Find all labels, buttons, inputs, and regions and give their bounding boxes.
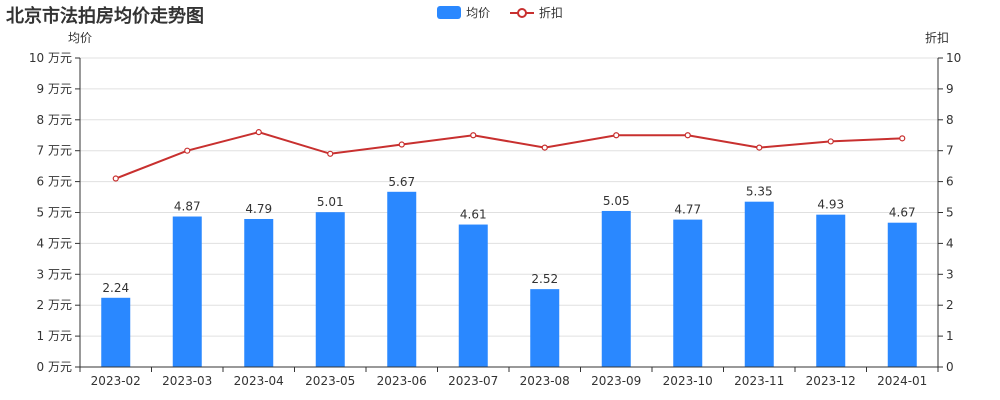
bar [172,216,202,367]
y-left-axis-title: 均价 [68,31,92,45]
y-left-tick-label: 1 万元 [37,329,72,343]
y-right-tick-label: 10 [946,51,961,65]
bar [530,289,560,367]
bar [673,219,703,367]
x-tick-label: 2024-01 [877,374,927,388]
bar [244,218,274,367]
y-right-tick-label: 7 [946,144,954,158]
bar-series [101,191,917,367]
line-point [255,129,262,136]
y-right-axis-title: 折扣 [925,30,949,45]
x-tick-label: 2023-08 [520,374,570,388]
line-point [899,135,906,142]
y-left-tick-label: 4 万元 [37,236,72,250]
bar-data-label: 4.87 [174,200,201,214]
line-series [112,129,906,182]
x-tick-label: 2023-10 [663,374,713,388]
line-point [398,141,405,148]
legend-label-avg-price: 均价 [466,6,491,20]
bar [101,297,131,367]
y-left-tick-label: 10 万元 [29,51,72,65]
y-right-tick-label: 9 [946,82,954,96]
line-point [756,144,763,151]
x-tick-label: 2023-12 [806,374,856,388]
y-left-tick-label: 9 万元 [37,82,72,96]
y-right-tick-label: 1 [946,329,954,343]
x-tick-label: 2023-05 [305,374,355,388]
bar-data-label: 4.61 [460,208,487,222]
line-point [184,147,191,154]
bar [887,222,917,367]
line-point [827,138,834,145]
bar-data-label: 4.67 [889,206,916,220]
legend: 均价 折扣 [0,4,1000,22]
y-right-tick-label: 0 [946,360,954,374]
y-right-tick-label: 4 [946,236,954,250]
discount-line [115,131,903,180]
grid-lines [80,57,938,337]
y-left-tick-label: 3 万元 [37,267,72,281]
legend-item-avg-price[interactable]: 均价 [437,4,490,21]
line-point [613,132,620,139]
y-right-tick-label: 5 [946,206,954,220]
y-right-tick-label: 8 [946,113,954,127]
bar-data-label: 5.67 [388,175,415,189]
line-point [541,144,548,151]
bar-data-label: 2.24 [102,281,129,295]
x-tick-label: 2023-07 [448,374,498,388]
bar-data-label: 4.77 [674,203,701,217]
bar-data-label: 5.05 [603,194,630,208]
bar [315,212,345,367]
y-right-tick-label: 6 [946,175,954,189]
legend-line-swatch [509,6,534,19]
bar-data-label: 5.35 [746,185,773,199]
line-point [470,132,477,139]
line-point [112,175,119,182]
x-tick-label: 2023-11 [734,374,784,388]
chart-title: 北京市法拍房均价走势图 [6,6,204,27]
bar-data-label: 2.52 [531,272,558,286]
axes: 0 万元 1 万元 2 万元 3 万元 4 万元 5 万元 6 万元 7 万元 8 万元 9 万元… [29,30,961,388]
y-left-tick-label: 0 万元 [37,360,72,374]
legend-bar-swatch [437,6,462,19]
y-right-tick-label: 2 [946,298,954,312]
x-tick-label: 2023-03 [162,374,212,388]
bar-data-label: 4.93 [817,198,844,212]
bar-data-label: 5.01 [317,195,344,209]
y-left-tick-label: 8 万元 [37,113,72,127]
bar [458,224,488,367]
y-left-tick-label: 7 万元 [37,144,72,158]
bar [744,201,774,367]
y-left-tick-label: 6 万元 [37,175,72,189]
bar-data-label: 4.79 [245,202,272,216]
x-tick-label: 2023-09 [591,374,641,388]
line-point [327,150,334,157]
y-right-tick-label: 3 [946,267,954,281]
bar [601,210,631,367]
legend-label-discount: 折扣 [538,6,563,20]
x-tick-label: 2023-04 [234,374,284,388]
x-tick-label: 2023-06 [377,374,427,388]
y-left-tick-label: 2 万元 [37,298,72,312]
x-tick-label: 2023-02 [91,374,141,388]
y-left-tick-label: 5 万元 [37,206,72,220]
line-point [684,132,691,139]
bar [816,214,846,367]
bar [387,191,417,367]
data-labels: 2.24 4.87 4.79 5.01 5.67 4.61 2.52 5.05 4.77 5.35… [102,175,915,295]
legend-item-discount[interactable]: 折扣 [509,4,563,21]
